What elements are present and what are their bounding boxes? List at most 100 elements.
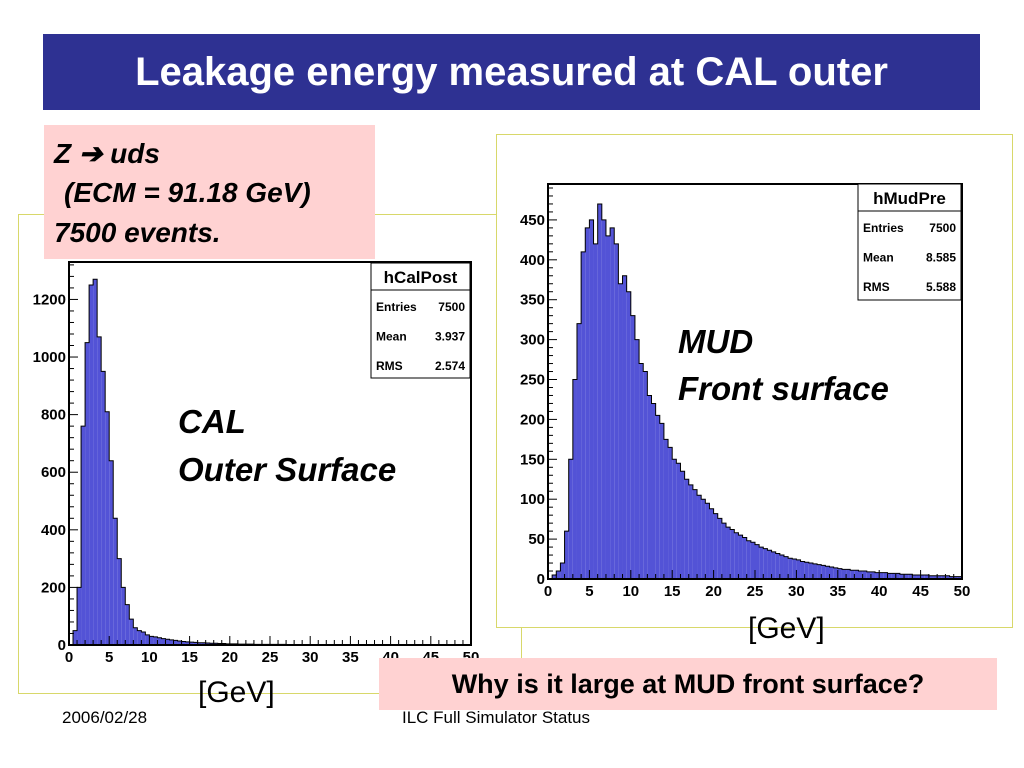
hist-bar bbox=[750, 542, 755, 579]
hist-bar bbox=[81, 426, 86, 645]
hist-bar bbox=[97, 336, 102, 645]
hist-bar bbox=[663, 439, 669, 579]
hist-bar bbox=[647, 395, 652, 579]
hist-bar bbox=[933, 575, 938, 579]
hist-bar bbox=[846, 569, 851, 579]
footer-title: ILC Full Simulator Status bbox=[402, 708, 591, 727]
info-line-ecm: (ECM = 91.18 GeV) bbox=[64, 177, 311, 208]
stats-box bbox=[370, 262, 471, 379]
hist-bar bbox=[77, 587, 82, 645]
hist-bar bbox=[937, 575, 942, 579]
stats-label: Entries bbox=[863, 221, 904, 235]
hist-bar bbox=[129, 619, 134, 645]
hist-bar bbox=[684, 479, 689, 579]
x-tick-label: 20 bbox=[705, 583, 722, 600]
stats-value: 7500 bbox=[929, 221, 956, 235]
x-tick-label: 50 bbox=[954, 583, 971, 600]
hist-bar bbox=[560, 563, 565, 579]
hist-bar bbox=[941, 575, 946, 579]
stats-value: 8.585 bbox=[926, 251, 956, 265]
stats-label: Mean bbox=[376, 330, 407, 344]
hist-bar bbox=[181, 641, 186, 645]
hist-bar bbox=[676, 463, 681, 579]
stats-label: RMS bbox=[376, 359, 403, 373]
hist-bar bbox=[189, 642, 194, 645]
hist-bar bbox=[634, 339, 640, 579]
x-tick-label: 25 bbox=[747, 583, 764, 600]
y-tick-label: 400 bbox=[41, 522, 66, 539]
hist-bar bbox=[605, 235, 611, 579]
y-tick-label: 50 bbox=[528, 531, 545, 548]
hist-bar bbox=[73, 630, 78, 645]
hist-bar bbox=[133, 627, 138, 645]
y-tick-label: 100 bbox=[520, 491, 545, 508]
y-tick-label: 150 bbox=[520, 451, 545, 468]
hist-bar bbox=[597, 203, 602, 579]
page-title: Leakage energy measured at CAL outer bbox=[135, 49, 888, 94]
stats-value: 5.588 bbox=[926, 280, 956, 294]
x-unit-label-right: [GeV] bbox=[748, 612, 825, 645]
x-tick-label: 40 bbox=[871, 583, 888, 600]
hist-bar bbox=[626, 291, 631, 579]
hist-bar bbox=[841, 569, 847, 579]
hist-bar bbox=[833, 567, 838, 579]
hist-bar bbox=[205, 642, 210, 645]
info-line-process: Z ➔ uds bbox=[54, 138, 160, 169]
stats-value: 3.937 bbox=[435, 330, 465, 344]
hist-bar bbox=[800, 561, 805, 579]
hist-bar bbox=[125, 604, 130, 645]
hist-bar bbox=[875, 572, 880, 579]
hist-bar bbox=[137, 630, 142, 645]
hist-bar bbox=[891, 573, 896, 579]
hist-bar bbox=[141, 632, 146, 645]
hist-bar bbox=[556, 571, 561, 579]
y-tick-label: 0 bbox=[58, 637, 66, 654]
hist-bar bbox=[581, 251, 586, 579]
hist-bar bbox=[850, 570, 855, 579]
hist-bar bbox=[862, 571, 867, 579]
y-tick-label: 1000 bbox=[33, 349, 66, 366]
x-tick-label: 5 bbox=[105, 649, 113, 666]
x-tick-label: 10 bbox=[141, 649, 158, 666]
hist-bar bbox=[585, 227, 590, 579]
hist-bar bbox=[763, 548, 768, 579]
hist-bar bbox=[692, 489, 698, 579]
hist-bar bbox=[85, 342, 90, 645]
x-tick-label: 35 bbox=[342, 649, 359, 666]
title-bar: Leakage energy measured at CAL outer bbox=[43, 34, 980, 110]
hist-bar bbox=[713, 513, 718, 579]
hist-bar bbox=[920, 575, 925, 579]
hist-bar bbox=[817, 564, 822, 579]
x-tick-label: 45 bbox=[912, 583, 929, 600]
hist-bar bbox=[804, 562, 809, 579]
cal-histogram-chart: 0510152025303540455002004006008001000120… bbox=[33, 261, 479, 666]
hist-bar bbox=[924, 575, 929, 579]
stats-label: Entries bbox=[376, 300, 417, 314]
hist-bar bbox=[618, 283, 623, 579]
hist-bar bbox=[145, 634, 150, 645]
hist-bar bbox=[821, 565, 826, 579]
hist-bar bbox=[742, 537, 747, 579]
hist-bar bbox=[680, 471, 685, 579]
cal-label-line1: CAL bbox=[178, 403, 246, 440]
hist-bar bbox=[829, 567, 834, 579]
hist-bar bbox=[738, 535, 743, 579]
hist-bar bbox=[792, 559, 797, 579]
hist-bar bbox=[113, 518, 118, 645]
hist-bar bbox=[185, 641, 190, 645]
hist-bar bbox=[177, 640, 182, 645]
hist-bar bbox=[895, 573, 900, 579]
hist-bar bbox=[622, 275, 627, 579]
hist-bar bbox=[201, 642, 206, 645]
hist-bar bbox=[576, 323, 582, 579]
hist-bar bbox=[734, 532, 739, 579]
cal-histogram-frame: 0510152025303540455002004006008001000120… bbox=[18, 214, 522, 694]
hist-bar bbox=[854, 570, 859, 579]
hist-bar bbox=[858, 571, 863, 579]
hist-bar bbox=[589, 219, 594, 579]
hist-bar bbox=[726, 527, 731, 579]
hist-bar bbox=[552, 575, 557, 579]
hist-bar bbox=[730, 529, 735, 579]
x-tick-label: 20 bbox=[221, 649, 238, 666]
y-tick-label: 350 bbox=[520, 292, 545, 309]
